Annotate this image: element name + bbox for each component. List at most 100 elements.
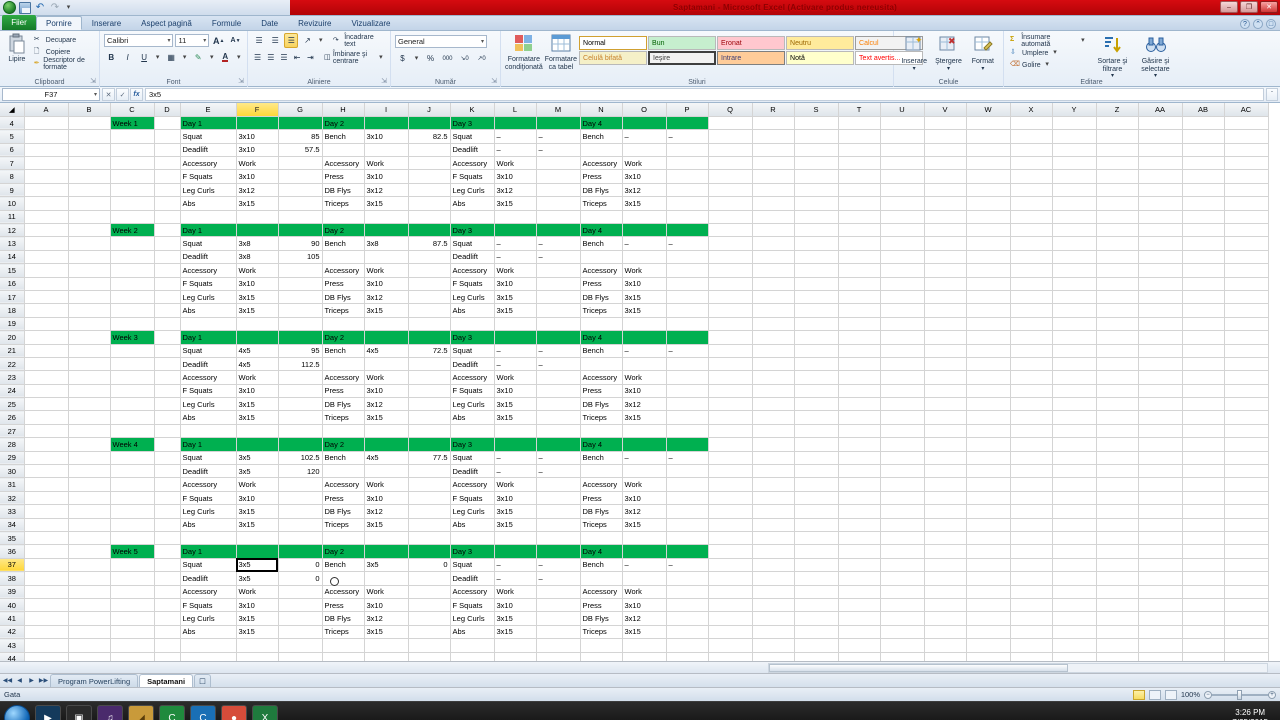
- cell-x20[interactable]: [1010, 330, 1053, 345]
- cell-e9[interactable]: Leg Curls: [180, 183, 237, 198]
- cell-u30[interactable]: [880, 464, 925, 479]
- cell-j27[interactable]: [408, 424, 451, 439]
- cell-p22[interactable]: [666, 357, 709, 372]
- cell-f39[interactable]: Work: [236, 585, 279, 599]
- sort-filter-chevron-icon[interactable]: ▾: [1111, 73, 1115, 79]
- cell-p14[interactable]: [666, 250, 709, 265]
- cell-p11[interactable]: [666, 210, 709, 225]
- column-header-e[interactable]: E: [180, 103, 237, 117]
- cell-m38[interactable]: –: [536, 571, 581, 586]
- cell-p20[interactable]: [666, 330, 709, 345]
- cell-g28[interactable]: [278, 437, 323, 452]
- cell-r4[interactable]: [752, 116, 795, 131]
- cell-c31[interactable]: [110, 477, 155, 492]
- cell-t44[interactable]: [838, 652, 881, 661]
- cell-r27[interactable]: [752, 424, 795, 439]
- cell-ab36[interactable]: [1182, 544, 1225, 559]
- cell-ac27[interactable]: [1224, 424, 1269, 439]
- cell-l18[interactable]: 3x15: [494, 303, 537, 318]
- cell-l36[interactable]: [494, 544, 537, 559]
- cell-s43[interactable]: [794, 638, 839, 653]
- cell-u4[interactable]: [880, 116, 925, 131]
- grid-row-44[interactable]: 44: [0, 652, 1269, 661]
- cell-o21[interactable]: –: [622, 344, 667, 358]
- cell-ac17[interactable]: [1224, 290, 1269, 305]
- cell-b27[interactable]: [68, 424, 111, 439]
- cell-ac15[interactable]: [1224, 263, 1269, 278]
- cell-m35[interactable]: [536, 531, 581, 546]
- cell-f42[interactable]: 3x15: [236, 625, 279, 640]
- cell-d24[interactable]: [154, 384, 181, 399]
- underline-button[interactable]: U: [137, 50, 151, 65]
- cell-c29[interactable]: [110, 451, 155, 466]
- cell-v18[interactable]: [924, 303, 967, 318]
- cell-n38[interactable]: [580, 571, 623, 586]
- cell-b22[interactable]: [68, 357, 111, 372]
- cell-aa32[interactable]: [1138, 491, 1183, 506]
- tab-revizuire[interactable]: Revizuire: [298, 18, 332, 28]
- cell-d44[interactable]: [154, 652, 181, 661]
- font-dialog-launcher[interactable]: ⇲: [238, 78, 244, 85]
- cell-y16[interactable]: [1052, 277, 1097, 291]
- cell-x18[interactable]: [1010, 303, 1053, 318]
- cell-o30[interactable]: [622, 464, 667, 479]
- cell-j23[interactable]: [408, 370, 451, 385]
- cell-u44[interactable]: [880, 652, 925, 661]
- cell-x11[interactable]: [1010, 210, 1053, 225]
- cell-i34[interactable]: 3x15: [364, 518, 409, 533]
- font-size-combo[interactable]: 11 ▾: [175, 34, 210, 47]
- cell-y33[interactable]: [1052, 504, 1097, 519]
- cell-c9[interactable]: [110, 183, 155, 198]
- cell-u17[interactable]: [880, 290, 925, 305]
- cell-a12[interactable]: [24, 223, 69, 238]
- media-player-icon[interactable]: ▶: [35, 705, 61, 720]
- cell-j12[interactable]: [408, 223, 451, 238]
- cell-k38[interactable]: Deadlift: [450, 571, 495, 586]
- cell-d42[interactable]: [154, 625, 181, 640]
- cell-ab5[interactable]: [1182, 129, 1225, 144]
- grid-row-32[interactable]: 32 F Squats 3x10 Press 3x10 F Squats 3x10 Press…: [0, 491, 1269, 506]
- minimize-ribbon-icon[interactable]: ⌃: [1253, 19, 1263, 29]
- cell-g37[interactable]: 0: [278, 558, 323, 573]
- cell-w21[interactable]: [966, 344, 1011, 358]
- column-header-row[interactable]: ◢ A B C D E F G H I J K L M N O P Q R S T U V W X Y Z AA AB AC: [0, 103, 1269, 117]
- cell-y38[interactable]: [1052, 571, 1097, 586]
- row-header-12[interactable]: 12: [0, 223, 25, 238]
- cell-f24[interactable]: 3x10: [236, 384, 279, 399]
- cell-a32[interactable]: [24, 491, 69, 506]
- cell-i44[interactable]: [364, 652, 409, 661]
- cell-y43[interactable]: [1052, 638, 1097, 653]
- cell-j41[interactable]: [408, 611, 451, 626]
- cell-k9[interactable]: Leg Curls: [450, 183, 495, 198]
- cell-r41[interactable]: [752, 611, 795, 626]
- column-header-w[interactable]: W: [966, 103, 1011, 117]
- cell-i20[interactable]: [364, 330, 409, 345]
- cell-v22[interactable]: [924, 357, 967, 372]
- cell-o34[interactable]: 3x15: [622, 518, 667, 533]
- cell-x25[interactable]: [1010, 397, 1053, 412]
- cell-a14[interactable]: [24, 250, 69, 265]
- cell-f9[interactable]: 3x12: [236, 183, 279, 198]
- cell-p44[interactable]: [666, 652, 709, 661]
- cell-z32[interactable]: [1096, 491, 1139, 506]
- cell-f30[interactable]: 3x5: [236, 464, 279, 479]
- cell-v10[interactable]: [924, 196, 967, 211]
- cell-ab7[interactable]: [1182, 156, 1225, 171]
- column-header-z[interactable]: Z: [1096, 103, 1139, 117]
- cell-s14[interactable]: [794, 250, 839, 265]
- cell-aa8[interactable]: [1138, 169, 1183, 184]
- cell-b32[interactable]: [68, 491, 111, 506]
- cell-w29[interactable]: [966, 451, 1011, 466]
- cell-q26[interactable]: [708, 410, 753, 425]
- cell-l13[interactable]: –: [494, 236, 537, 251]
- camtasia-icon[interactable]: C: [159, 705, 185, 720]
- cell-f32[interactable]: 3x10: [236, 491, 279, 506]
- cell-aa39[interactable]: [1138, 585, 1183, 599]
- percent-button[interactable]: %: [423, 51, 438, 66]
- cell-c39[interactable]: [110, 585, 155, 599]
- cell-g16[interactable]: [278, 277, 323, 291]
- cell-a34[interactable]: [24, 518, 69, 533]
- cell-x28[interactable]: [1010, 437, 1053, 452]
- chevron-down-icon[interactable]: ▾: [167, 38, 171, 44]
- cell-j20[interactable]: [408, 330, 451, 345]
